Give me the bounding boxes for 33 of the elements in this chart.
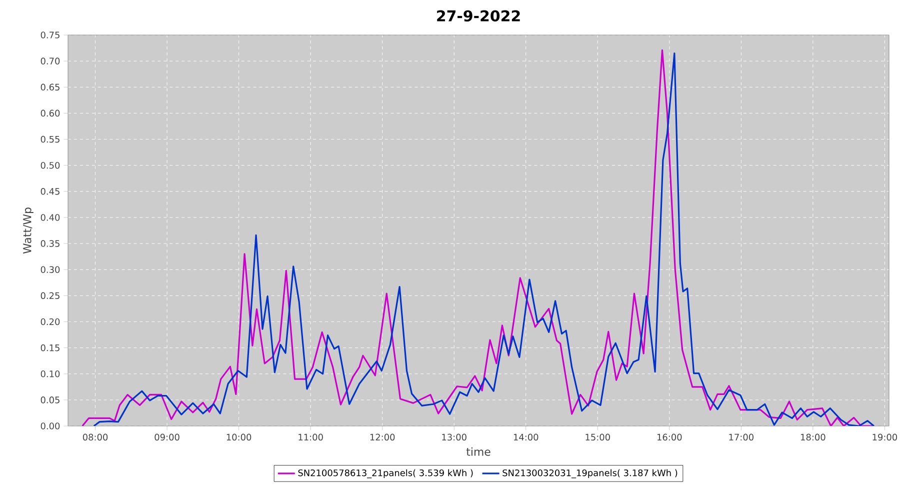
x-tick-label: 11:00 (298, 434, 323, 441)
y-tick-label: 0.20 (40, 318, 60, 326)
x-tick-label: 18:00 (801, 434, 826, 441)
y-tick-label: 0.45 (40, 188, 60, 195)
legend-label: SN2100578613_21panels( 3.539 kWh ) (298, 469, 473, 478)
x-tick-label: 14:00 (514, 434, 538, 441)
x-tick-label: 17:00 (729, 434, 754, 441)
x-tick-label: 09:00 (154, 434, 180, 441)
x-tick-label: 12:00 (370, 434, 395, 441)
legend-label: SN2130032031_19panels( 3.187 kWh ) (502, 469, 678, 478)
y-tick-label: 0.05 (40, 396, 60, 404)
x-tick-label: 15:00 (586, 434, 610, 441)
y-tick-label: 0.15 (40, 344, 60, 352)
y-tick-label: 0.35 (40, 240, 60, 247)
y-tick-label: 0.00 (40, 422, 60, 430)
y-tick-label: 0.70 (40, 58, 60, 64)
x-tick-label: 13:00 (442, 434, 466, 441)
x-tick-label: 10:00 (226, 434, 252, 441)
y-tick-label: 0.10 (40, 370, 60, 378)
y-tick-label: 0.25 (40, 292, 60, 300)
x-tick-label: 19:00 (872, 434, 898, 441)
y-tick-label: 0.65 (40, 84, 60, 91)
y-tick-label: 0.40 (40, 214, 60, 221)
y-tick-label: 0.55 (40, 136, 60, 143)
y-tick-label: 0.30 (40, 266, 60, 273)
y-tick-label: 0.60 (40, 110, 60, 117)
x-tick-label: 16:00 (657, 434, 682, 441)
y-axis-title: Watt/Wp (23, 208, 34, 254)
y-tick-label: 0.50 (40, 162, 60, 169)
x-tick-label: 08:00 (82, 434, 108, 441)
x-axis-title: time (466, 447, 490, 456)
chart-title: 27-9-2022 (437, 10, 520, 22)
y-tick-label: 0.75 (40, 32, 60, 38)
